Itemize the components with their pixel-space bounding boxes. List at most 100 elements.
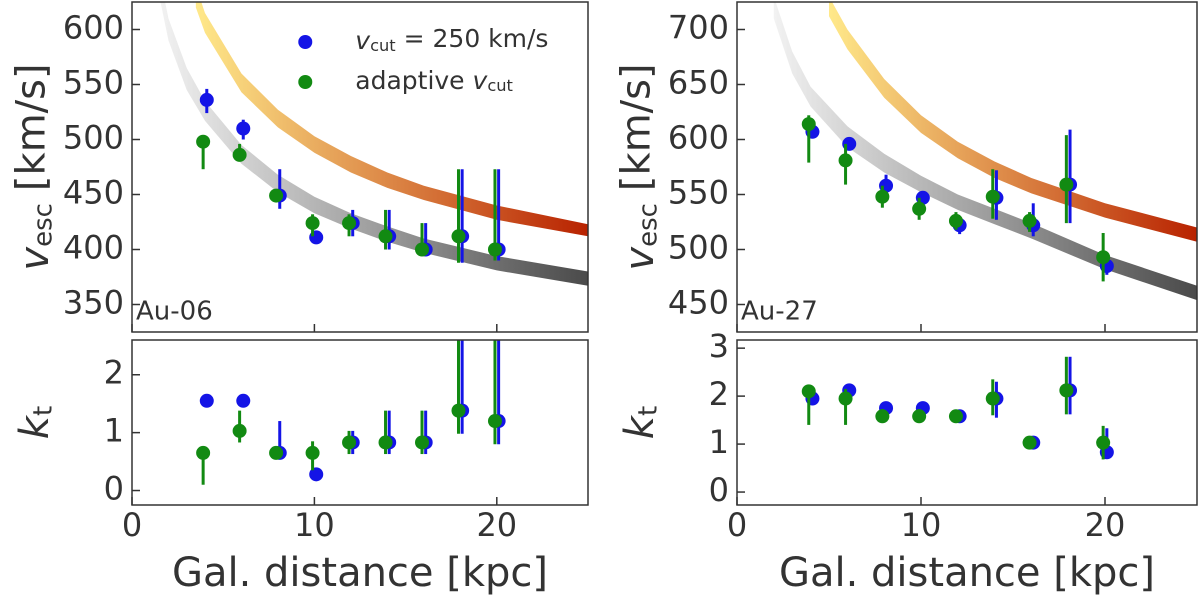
label-subscript: t [28,406,58,416]
point [487,242,502,257]
point [1096,435,1111,450]
label-subscript: cut [487,76,513,95]
legend-marker [298,35,313,49]
point [838,391,853,406]
x-axis-label: Gal. distance [kpc] [172,550,548,596]
y-axis-label: vesc [km/s] [614,63,664,270]
point [838,153,853,168]
point [1059,177,1074,192]
plot-area [773,2,1197,301]
y-tick-label: 550 [63,64,124,102]
legend-label: adaptive vcut [355,66,513,95]
panel: 450 500 550 600 650 700 vesc [km/s] Au-27 [614,1,1198,333]
x-axis-label: Gal. distance [kpc] [779,550,1155,596]
point [232,423,247,438]
label-unit: [km/s] [614,63,660,191]
point [985,189,1000,204]
legend-label: vcut = 250 km/s [355,24,548,55]
point [378,229,393,244]
y-tick-label: 0 [104,470,124,508]
y-tick-label: 600 [63,9,124,47]
point [1022,435,1037,450]
plot-area [196,340,506,485]
point [378,435,393,450]
point [912,409,927,424]
y-tick-label: 3 [709,327,729,365]
point [196,445,211,460]
y-tick-label: 400 [63,229,124,267]
y-tick-label: 700 [668,9,729,47]
point [236,393,251,408]
model-band [829,2,1197,242]
axes-frame [131,1,589,333]
point [487,414,502,429]
label-text: = 250 km/s [396,24,549,53]
y-tick-label: 450 [63,174,124,212]
x-tick-label: 20 [1085,506,1126,544]
point [985,391,1000,406]
point [875,189,890,204]
point [1096,250,1111,265]
point [451,403,466,418]
point [269,188,284,203]
y-tick-label: 550 [668,174,729,212]
y-tick-label: 450 [668,284,729,322]
x-tick-label: 10 [901,506,942,544]
model-band [195,2,588,237]
y-tick-label: 2 [709,375,729,413]
label-subscript: esc [28,203,58,247]
point [309,467,324,482]
point [305,445,320,460]
label-symbol: v [473,66,489,95]
y-tick-label: 2 [104,354,124,392]
point [948,409,963,424]
point [1022,213,1037,228]
point [199,92,214,107]
point [199,393,214,408]
y-tick-label: 600 [668,119,729,157]
y-tick-label: 0 [709,471,729,509]
label-symbol: k [12,414,58,439]
label-subscript: esc [633,203,663,247]
label-text: adaptive [355,66,472,95]
point [305,216,320,231]
point [342,216,357,231]
y-tick-label: 500 [63,119,124,157]
point [342,435,357,450]
panel: 0 1 2 3 0 10 20 Gal. distance [kpc] kt [617,327,1198,596]
label-subscript: cut [370,36,396,55]
point [415,435,430,450]
axes-frame [736,1,1198,333]
point [875,409,890,424]
point [801,117,816,132]
y-axis-label: vesc [km/s] [9,63,59,270]
point [415,242,430,257]
panel-label: Au-27 [741,297,818,327]
point [948,213,963,228]
x-tick-label: 10 [294,506,335,544]
x-tick-label: 0 [122,506,142,544]
x-tick-label: 20 [476,506,517,544]
point [912,201,927,216]
label-symbol: v [355,26,371,55]
y-axis-label: kt [12,406,58,439]
panel-label: Au-06 [136,297,213,327]
axes-frame [131,339,589,506]
label-unit: [km/s] [9,63,55,191]
y-tick-label: 350 [63,284,124,322]
plot-area [160,2,588,286]
y-tick-label: 500 [668,229,729,267]
x-tick-label: 0 [727,506,747,544]
point [232,147,247,162]
y-tick-label: 1 [104,412,124,450]
axes-frame [736,339,1198,506]
point [236,121,251,136]
point [451,229,466,244]
model-band [773,2,1197,301]
y-tick-label: 1 [709,423,729,461]
plot-area [801,356,1114,460]
point [196,134,211,149]
